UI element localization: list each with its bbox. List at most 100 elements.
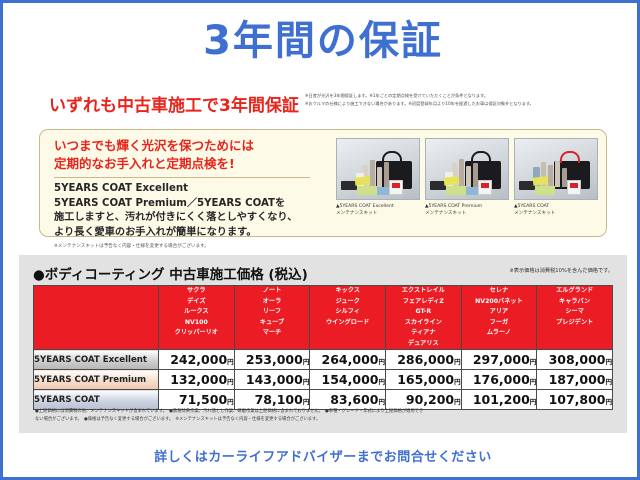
yen-unit: 円: [227, 358, 234, 367]
car-name: フーガ: [489, 318, 509, 326]
row-label-standard: 5YEARS COAT: [33, 389, 159, 411]
car-name: プレジデント: [556, 318, 594, 326]
car-group-header-4: エクストレイル フェアレディZ GT-R スカイライン ティアナ デュアリス: [384, 284, 462, 351]
footnote-line-1: ●上記価格には消費税の他、メンテナンスキットが含まれています。 ●鉄粉除去作業、…: [35, 409, 424, 414]
photo-caption-line-1: ▲5YEARS COAT: [514, 204, 550, 209]
kit-photo-excellent: [336, 138, 420, 200]
car-name: フェアレディZ: [402, 297, 444, 305]
guarantee-note-2: ※おクルマの仕様により施工できない場合があります。※初度登録年月より10年を経過…: [305, 100, 534, 106]
bottle-icon: [541, 162, 546, 187]
yen-unit: 円: [378, 398, 385, 407]
price-table-panel: ●ボディコーティング 中古車施工価格 (税込) ※表示価格は消費税10%を含んだ…: [19, 255, 627, 433]
price-value: 242,000: [170, 352, 228, 368]
yen-unit: 円: [378, 358, 385, 367]
car-name: サクラ: [187, 287, 206, 294]
yen-unit: 円: [454, 378, 461, 387]
price-value: 101,200: [472, 392, 530, 408]
car-name: GT-R: [415, 308, 432, 316]
footer-cta: 詳しくはカーライフアドバイザーまでお問合せください: [154, 450, 492, 465]
price-table-title: ●ボディコーティング 中古車施工価格 (税込): [33, 267, 308, 283]
car-name: エクストレイル: [401, 287, 445, 294]
table-row: 5YEARS COAT Excellent 242,000円 253,000円 …: [33, 349, 613, 371]
price-cell: 242,000円: [158, 349, 235, 371]
info-body: 5YEARS COAT Excellent 5YEARS COAT Premiu…: [54, 182, 318, 240]
price-value: 78,100: [254, 392, 303, 408]
price-table-footnotes: ●上記価格には消費税の他、メンテナンスキットが含まれています。 ●鉄粉除去作業、…: [35, 408, 613, 424]
price-value: 264,000: [321, 352, 379, 368]
yen-unit: 円: [605, 378, 613, 387]
price-cell: 165,000円: [384, 369, 462, 391]
title-area: 3年間の保証: [3, 19, 637, 63]
bottle-icon: [562, 168, 567, 187]
car-name: キックス: [335, 287, 360, 294]
info-body-line-2: 5YEARS COAT Premium／5YEARS COATを: [54, 197, 286, 209]
price-cell: 143,000円: [233, 369, 311, 391]
price-cell: 286,000円: [384, 349, 462, 371]
car-name: NV200バネット: [475, 297, 523, 305]
car-group-header-3: キックス ジューク シルフィ ウイングロード: [309, 284, 386, 351]
guarantee-notes: ※日産が光沢を3年間保証します。※1年ごとの定期点検を受けていただくことが条件と…: [305, 92, 627, 108]
price-table: サクラ デイズ ルークス NV100 クリッパーリオ ノート オーラ リーフ キ…: [33, 284, 613, 411]
green-cloth-icon: [446, 186, 466, 195]
yellow-cloth-icon: [354, 176, 371, 186]
bottle-icon: [466, 166, 471, 187]
car-group-header-2: ノート オーラ リーフ キューブ マーチ: [233, 284, 311, 351]
photo-cell-excellent: ▲5YEARS COAT Excellent メンテナンスキット: [336, 138, 420, 217]
price-cell: 132,000円: [158, 369, 235, 391]
sponge-icon: [519, 181, 535, 190]
car-name: ジューク: [335, 297, 360, 305]
bottle-icon: [370, 160, 375, 187]
kit-photo-premium: [425, 138, 509, 200]
yen-unit: 円: [529, 398, 537, 407]
car-name: デュアリス: [407, 339, 439, 347]
photo-caption-line-2: メンテナンスキット: [336, 211, 378, 217]
price-value: 132,000: [170, 372, 228, 388]
photo-caption-line-1: ▲5YEARS COAT Excellent: [336, 204, 394, 209]
yen-unit: 円: [454, 398, 461, 407]
sponge-icon: [341, 181, 357, 190]
photo-cell-premium: ▲5YEARS COAT Premium メンテナンスキット: [425, 138, 509, 217]
bottle-icon: [384, 162, 389, 187]
table-header-row: サクラ デイズ ルークス NV100 クリッパーリオ ノート オーラ リーフ キ…: [33, 284, 613, 351]
photo-caption-line-2: メンテナンスキット: [425, 211, 467, 217]
info-body-line-4: より長く愛車のお手入れが簡単になります。: [54, 226, 257, 238]
price-value: 165,000: [397, 372, 455, 388]
guarantee-headline: いずれも中古車施工で3年間保証: [49, 96, 299, 116]
info-headline-line-2: 定期的なお手入れと定期点検を!: [54, 156, 235, 172]
table-corner-cell: [33, 284, 159, 351]
yellow-cloth-icon: [443, 176, 460, 186]
yen-unit: 円: [302, 358, 310, 367]
photo-cell-standard: ▲5YEARS COAT メンテナンスキット: [514, 138, 598, 217]
table-row: 5YEARS COAT Premium 132,000円 143,000円 15…: [33, 369, 613, 391]
yen-unit: 円: [378, 378, 385, 387]
price-value: 83,600: [330, 392, 379, 408]
price-value: 187,000: [548, 372, 606, 388]
guarantee-note-1: ※日産が光沢を3年間保証します。※1年ごとの定期点検を受けていただくことが条件と…: [305, 93, 489, 98]
price-cell: 187,000円: [536, 369, 613, 391]
car-group-header-6: エルグランド キャラバン シーマ プレジデント: [536, 284, 613, 351]
row-label-premium: 5YEARS COAT Premium: [33, 369, 159, 391]
maintenance-info-panel: いつまでも輝く光沢を保つためには 定期的なお手入れと定期点検を! 5YEARS …: [39, 129, 607, 249]
info-body-line-3: 施工しますと、汚れが付きにくく落としやすくなり、: [54, 212, 298, 224]
price-value: 154,000: [321, 372, 379, 388]
yen-unit: 円: [302, 398, 310, 407]
car-name: マーチ: [262, 329, 282, 337]
price-cell: 264,000円: [309, 349, 386, 371]
kit-bag-handle-icon: [471, 151, 491, 163]
yen-unit: 円: [302, 378, 310, 387]
yen-unit: 円: [227, 398, 234, 407]
yen-unit: 円: [454, 358, 461, 367]
row-label-excellent: 5YEARS COAT Excellent: [33, 349, 159, 371]
price-value: 286,000: [397, 352, 455, 368]
bottle-icon: [363, 165, 368, 187]
price-cell: 253,000円: [233, 349, 311, 371]
car-name: スカイライン: [404, 318, 442, 326]
price-cell: 78,100円: [233, 389, 311, 411]
footnote-line-2: ない場合がございます。 ●価格は予告なく変更する場合がございます。 ※メンテナン…: [35, 416, 321, 422]
price-cell: 90,200円: [384, 389, 462, 411]
photo-caption-line-2: メンテナンスキット: [514, 211, 556, 217]
car-name: シーマ: [565, 308, 584, 316]
car-name: セレナ: [489, 287, 509, 294]
product-box-icon: [389, 180, 403, 195]
